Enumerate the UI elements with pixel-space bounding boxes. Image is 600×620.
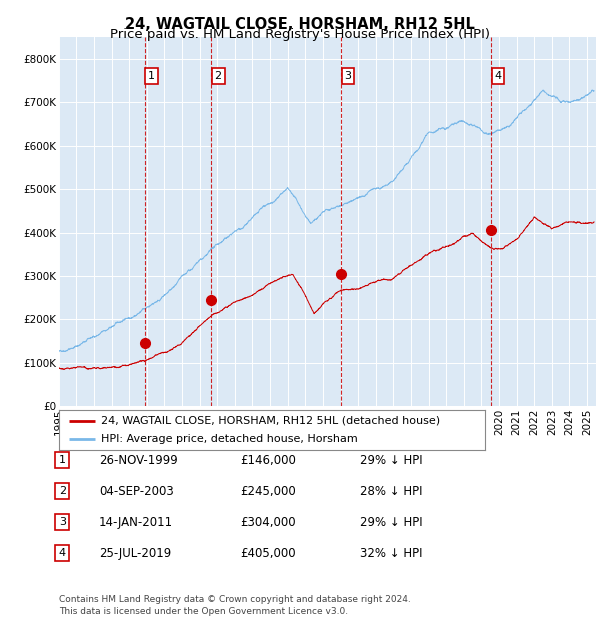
Text: 3: 3	[59, 517, 66, 527]
Text: £146,000: £146,000	[240, 454, 296, 466]
Text: 04-SEP-2003: 04-SEP-2003	[99, 485, 174, 497]
Text: 14-JAN-2011: 14-JAN-2011	[99, 516, 173, 528]
Text: 26-NOV-1999: 26-NOV-1999	[99, 454, 178, 466]
Text: 1: 1	[148, 71, 155, 81]
Text: 32% ↓ HPI: 32% ↓ HPI	[360, 547, 422, 559]
Text: £405,000: £405,000	[240, 547, 296, 559]
Text: HPI: Average price, detached house, Horsham: HPI: Average price, detached house, Hors…	[101, 434, 358, 444]
Text: 25-JUL-2019: 25-JUL-2019	[99, 547, 171, 559]
Text: 24, WAGTAIL CLOSE, HORSHAM, RH12 5HL (detached house): 24, WAGTAIL CLOSE, HORSHAM, RH12 5HL (de…	[101, 416, 440, 426]
Text: 3: 3	[344, 71, 352, 81]
Text: 29% ↓ HPI: 29% ↓ HPI	[360, 454, 422, 466]
Text: Contains HM Land Registry data © Crown copyright and database right 2024.
This d: Contains HM Land Registry data © Crown c…	[59, 595, 410, 616]
Text: Price paid vs. HM Land Registry's House Price Index (HPI): Price paid vs. HM Land Registry's House …	[110, 28, 490, 41]
Text: 2: 2	[59, 486, 66, 496]
Text: 4: 4	[59, 548, 66, 558]
Text: £304,000: £304,000	[240, 516, 296, 528]
Text: 4: 4	[494, 71, 502, 81]
Text: 28% ↓ HPI: 28% ↓ HPI	[360, 485, 422, 497]
Text: 2: 2	[215, 71, 222, 81]
Text: 1: 1	[59, 455, 66, 465]
Text: 29% ↓ HPI: 29% ↓ HPI	[360, 516, 422, 528]
Text: 24, WAGTAIL CLOSE, HORSHAM, RH12 5HL: 24, WAGTAIL CLOSE, HORSHAM, RH12 5HL	[125, 17, 475, 32]
Text: £245,000: £245,000	[240, 485, 296, 497]
